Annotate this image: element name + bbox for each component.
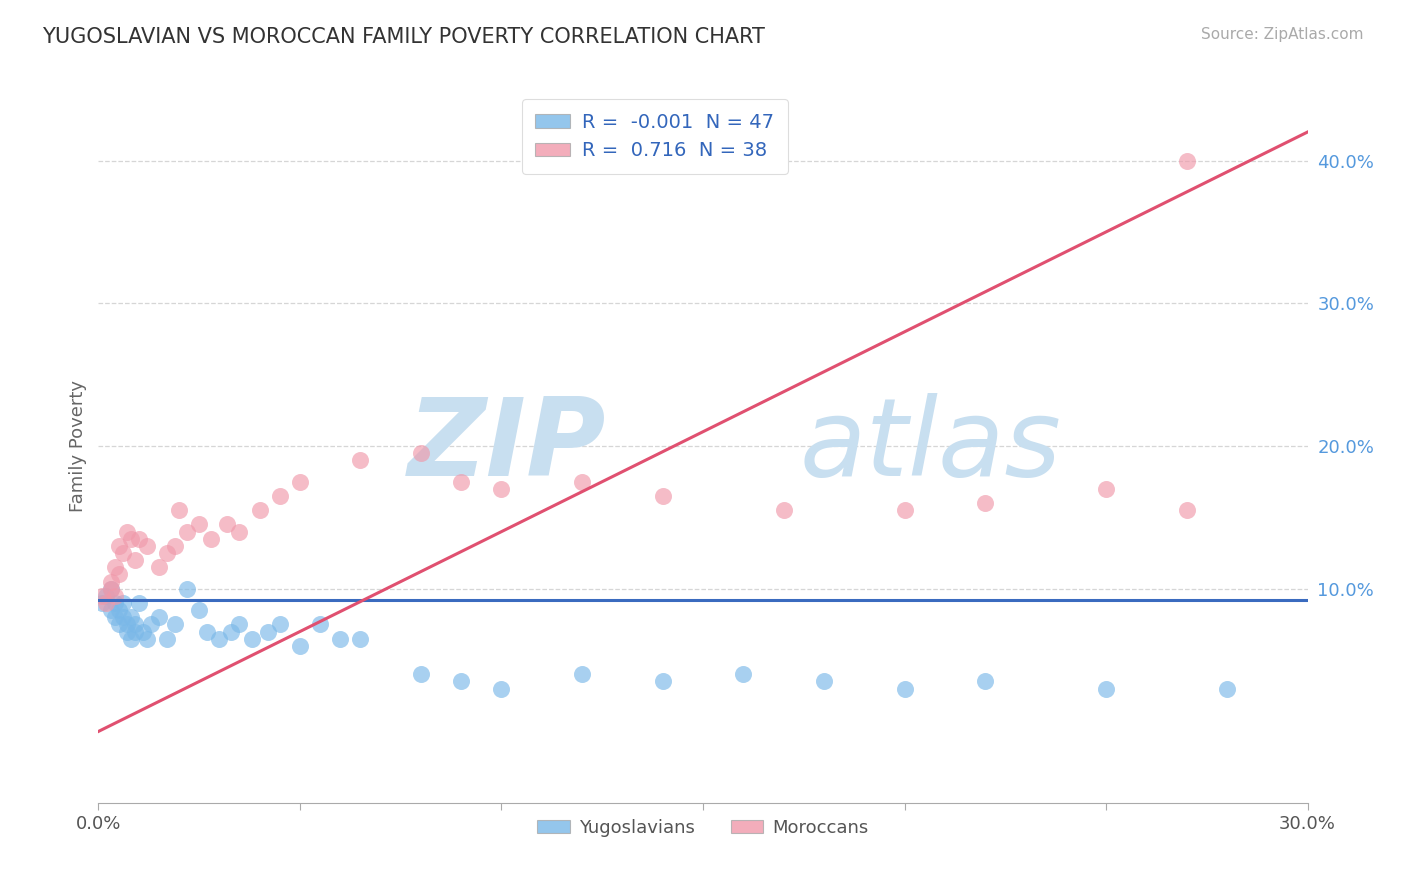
Point xyxy=(135,632,157,646)
Point xyxy=(249,503,271,517)
Point xyxy=(195,624,218,639)
Point xyxy=(120,532,142,546)
Point xyxy=(128,532,150,546)
Point xyxy=(148,560,170,574)
Point xyxy=(139,617,162,632)
Point xyxy=(1175,503,1198,517)
Point xyxy=(132,624,155,639)
Point xyxy=(450,674,472,689)
Point xyxy=(135,539,157,553)
Point xyxy=(107,567,129,582)
Text: ZIP: ZIP xyxy=(408,393,606,499)
Point xyxy=(571,667,593,681)
Point xyxy=(228,524,250,539)
Point xyxy=(103,589,125,603)
Point xyxy=(107,617,129,632)
Point xyxy=(349,632,371,646)
Point xyxy=(148,610,170,624)
Point xyxy=(651,489,673,503)
Point xyxy=(111,596,134,610)
Point xyxy=(124,617,146,632)
Point xyxy=(309,617,332,632)
Point xyxy=(156,546,179,560)
Legend: Yugoslavians, Moroccans: Yugoslavians, Moroccans xyxy=(530,812,876,844)
Point xyxy=(813,674,835,689)
Point xyxy=(100,574,122,589)
Point xyxy=(733,667,755,681)
Point xyxy=(893,503,915,517)
Point xyxy=(120,632,142,646)
Point xyxy=(115,524,138,539)
Point xyxy=(772,503,794,517)
Point xyxy=(1095,482,1118,496)
Point xyxy=(200,532,222,546)
Point xyxy=(974,496,997,510)
Point xyxy=(163,539,186,553)
Point xyxy=(111,610,134,624)
Point xyxy=(1175,153,1198,168)
Point xyxy=(491,482,513,496)
Point xyxy=(107,539,129,553)
Point xyxy=(208,632,231,646)
Point xyxy=(96,589,118,603)
Point xyxy=(100,582,122,596)
Point xyxy=(163,617,186,632)
Point xyxy=(107,603,129,617)
Point xyxy=(221,624,243,639)
Text: Source: ZipAtlas.com: Source: ZipAtlas.com xyxy=(1201,27,1364,42)
Point xyxy=(217,517,239,532)
Point xyxy=(176,582,198,596)
Point xyxy=(269,489,291,503)
Point xyxy=(329,632,352,646)
Point xyxy=(120,610,142,624)
Point xyxy=(176,524,198,539)
Point xyxy=(115,624,138,639)
Point xyxy=(240,632,263,646)
Point xyxy=(450,475,472,489)
Point xyxy=(349,453,371,467)
Point xyxy=(128,596,150,610)
Point xyxy=(100,603,122,617)
Point xyxy=(288,475,311,489)
Y-axis label: Family Poverty: Family Poverty xyxy=(69,380,87,512)
Point xyxy=(491,681,513,696)
Point xyxy=(651,674,673,689)
Point xyxy=(103,560,125,574)
Point xyxy=(288,639,311,653)
Point xyxy=(111,546,134,560)
Point xyxy=(115,617,138,632)
Point xyxy=(100,582,122,596)
Point xyxy=(103,596,125,610)
Point xyxy=(409,446,432,460)
Point xyxy=(269,617,291,632)
Point xyxy=(188,603,211,617)
Point xyxy=(1095,681,1118,696)
Point xyxy=(188,517,211,532)
Point xyxy=(96,596,118,610)
Point xyxy=(893,681,915,696)
Point xyxy=(91,596,114,610)
Point xyxy=(1216,681,1239,696)
Point xyxy=(256,624,278,639)
Point xyxy=(228,617,250,632)
Point xyxy=(124,624,146,639)
Text: YUGOSLAVIAN VS MOROCCAN FAMILY POVERTY CORRELATION CHART: YUGOSLAVIAN VS MOROCCAN FAMILY POVERTY C… xyxy=(42,27,765,46)
Point xyxy=(974,674,997,689)
Point xyxy=(91,589,114,603)
Text: atlas: atlas xyxy=(800,393,1062,499)
Point xyxy=(571,475,593,489)
Point xyxy=(103,610,125,624)
Point xyxy=(124,553,146,567)
Point xyxy=(156,632,179,646)
Point xyxy=(409,667,432,681)
Point xyxy=(167,503,190,517)
